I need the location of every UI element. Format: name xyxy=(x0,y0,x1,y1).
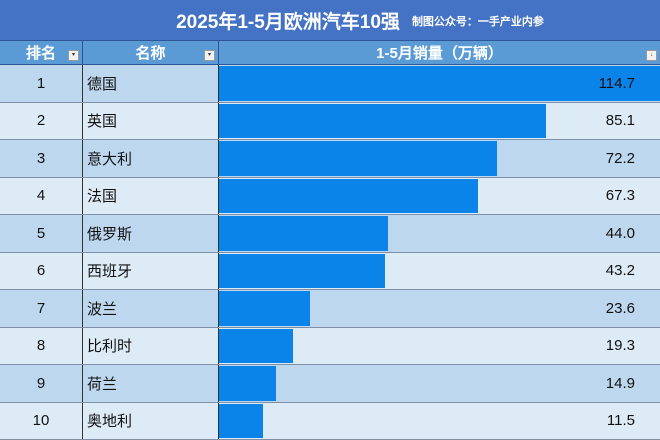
data-bar xyxy=(219,254,385,289)
rank-cell: 2 xyxy=(0,103,83,140)
country-cell: 西班牙 xyxy=(83,253,219,290)
sales-value: 72.2 xyxy=(606,140,635,177)
sort-descending-icon[interactable]: ↓ xyxy=(646,50,657,61)
filter-dropdown-icon[interactable]: ▾ xyxy=(204,50,215,61)
data-bar xyxy=(219,179,478,214)
data-bar xyxy=(219,141,497,176)
header-rank: 排名 ▾ xyxy=(0,41,83,64)
rank-cell: 4 xyxy=(0,178,83,215)
sales-cell: 11.5 xyxy=(219,403,660,440)
sales-value: 14.9 xyxy=(606,365,635,402)
rank-cell: 7 xyxy=(0,290,83,327)
sales-cell: 67.3 xyxy=(219,178,660,215)
country-cell: 法国 xyxy=(83,178,219,215)
filter-dropdown-icon[interactable]: ▾ xyxy=(68,50,79,61)
data-bar xyxy=(219,291,310,326)
country-cell: 比利时 xyxy=(83,328,219,365)
rank-cell: 10 xyxy=(0,403,83,440)
sales-cell: 19.3 xyxy=(219,328,660,365)
country-cell: 俄罗斯 xyxy=(83,215,219,252)
chart-title: 2025年1-5月欧洲汽车10强 xyxy=(176,7,400,34)
rank-cell: 9 xyxy=(0,365,83,402)
data-bar xyxy=(219,404,263,439)
header-sales-label: 1-5月销量（万辆） xyxy=(376,42,503,63)
country-cell: 奥地利 xyxy=(83,403,219,440)
sales-cell: 23.6 xyxy=(219,290,660,327)
data-bar xyxy=(219,366,276,401)
rank-cell: 8 xyxy=(0,328,83,365)
sales-value: 44.0 xyxy=(606,215,635,252)
data-bar xyxy=(219,216,388,251)
data-bar xyxy=(219,66,660,101)
header-name-label: 名称 xyxy=(135,42,165,63)
sales-value: 67.3 xyxy=(606,178,635,215)
sales-cell: 85.1 xyxy=(219,103,660,140)
data-bar xyxy=(219,104,546,139)
sales-cell: 44.0 xyxy=(219,215,660,252)
chart-subtitle: 制图公众号：一手产业内参 xyxy=(412,13,544,29)
sales-cell: 43.2 xyxy=(219,253,660,290)
country-cell: 英国 xyxy=(83,103,219,140)
sales-value: 43.2 xyxy=(606,253,635,290)
rank-cell: 1 xyxy=(0,65,83,102)
country-cell: 波兰 xyxy=(83,290,219,327)
rank-cell: 3 xyxy=(0,140,83,177)
table-header: 排名 ▾ 名称 ▾ 1-5月销量（万辆） ↓ xyxy=(0,40,660,65)
sales-cell: 14.9 xyxy=(219,365,660,402)
rank-cell: 5 xyxy=(0,215,83,252)
country-cell: 荷兰 xyxy=(83,365,219,402)
sales-cell: 114.7 xyxy=(219,65,660,102)
sales-cell: 72.2 xyxy=(219,140,660,177)
title-bar: 2025年1-5月欧洲汽车10强 制图公众号：一手产业内参 xyxy=(0,0,660,40)
country-cell: 意大利 xyxy=(83,140,219,177)
country-cell: 德国 xyxy=(83,65,219,102)
data-bar xyxy=(219,329,293,364)
sales-value: 114.7 xyxy=(599,65,635,102)
rank-cell: 6 xyxy=(0,253,83,290)
header-name: 名称 ▾ xyxy=(83,41,219,64)
sales-value: 11.5 xyxy=(607,403,635,440)
sales-value: 23.6 xyxy=(606,290,635,327)
header-rank-label: 排名 xyxy=(26,42,56,63)
header-sales: 1-5月销量（万辆） ↓ xyxy=(219,41,660,64)
sales-value: 85.1 xyxy=(606,103,635,140)
sales-value: 19.3 xyxy=(606,328,635,365)
